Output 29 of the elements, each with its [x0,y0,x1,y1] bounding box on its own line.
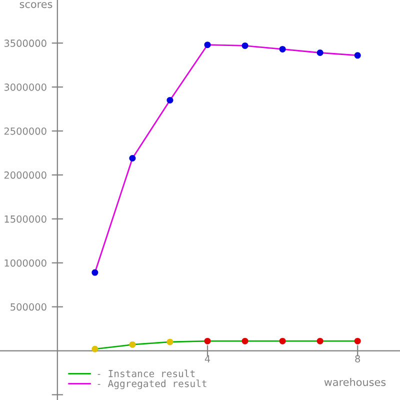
point [92,346,98,352]
y-tick-label: 3000000 [4,84,46,91]
x-tick-label: 8 [355,355,360,362]
y-tick-label: 1500000 [4,215,46,223]
point [316,49,324,56]
y-tick-label: 2000000 [4,171,46,179]
point [129,154,136,162]
point [129,341,136,348]
legend-label: - Aggregated result [98,380,206,390]
point [354,52,361,59]
y-tick-label: 500000 [10,303,46,311]
point [204,338,211,344]
point [242,42,248,49]
point [316,338,324,344]
point [242,338,248,344]
y-tick-label: 1000000 [4,259,46,267]
x-axis-title: warehouses [324,378,386,386]
point [92,269,98,276]
x-tick-label: 4 [204,355,210,362]
point [204,42,211,48]
point [354,338,361,344]
point [166,96,174,104]
y-tick-label: 2500000 [4,127,46,135]
point [279,46,286,52]
point [279,338,286,344]
y-axis-title: scores [20,2,52,8]
point [166,338,174,346]
legend-label: - Instance result [98,370,195,378]
y-tick-label: 3500000 [4,40,46,47]
